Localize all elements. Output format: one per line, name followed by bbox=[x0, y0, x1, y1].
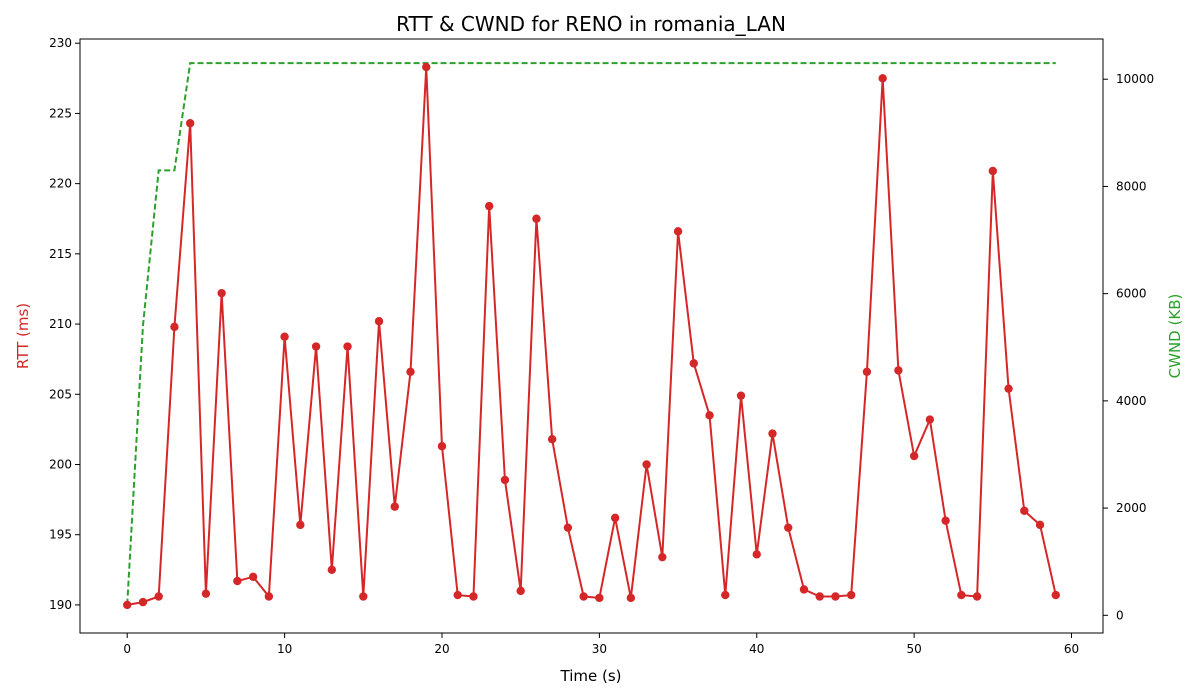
y-left-tick-label: 210 bbox=[49, 317, 72, 331]
rtt-point bbox=[248, 572, 258, 582]
x-tick-label: 50 bbox=[906, 642, 921, 656]
rtt-point bbox=[941, 516, 950, 525]
y-left-tick-label: 195 bbox=[49, 528, 72, 542]
rtt-point bbox=[658, 552, 667, 562]
rtt-point bbox=[390, 502, 399, 511]
y-right-tick-label: 2000 bbox=[1116, 501, 1147, 515]
rtt-point bbox=[1020, 506, 1029, 516]
x-tick-label: 60 bbox=[1064, 642, 1079, 656]
rtt-point bbox=[138, 597, 148, 607]
rtt-point bbox=[563, 523, 573, 532]
rtt-point bbox=[406, 367, 415, 377]
x-axis-ticks: 0 10 20 30 40 50 60 bbox=[123, 633, 1079, 656]
cwnd-series bbox=[126, 62, 1056, 605]
left-y-axis-label: RTT (ms) bbox=[14, 303, 32, 369]
y-right-tick-label: 6000 bbox=[1116, 287, 1147, 301]
rtt-point bbox=[327, 565, 337, 575]
chart-title: RTT & CWND for RENO in romania_LAN bbox=[396, 12, 786, 36]
rtt-point bbox=[736, 391, 746, 400]
rtt-point bbox=[296, 520, 305, 530]
rtt-point bbox=[784, 523, 793, 532]
rtt-point bbox=[610, 513, 620, 523]
rtt-point bbox=[1004, 384, 1013, 393]
rtt-point bbox=[579, 592, 588, 601]
rtt-point bbox=[925, 415, 935, 424]
rtt-point bbox=[453, 590, 462, 600]
y-left-tick-label: 230 bbox=[49, 36, 72, 50]
rtt-point bbox=[1035, 520, 1045, 530]
y-left-tick-label: 220 bbox=[49, 177, 72, 191]
rtt-point bbox=[233, 576, 242, 586]
rtt-point bbox=[768, 429, 777, 438]
y-left-tick-label: 225 bbox=[49, 106, 72, 120]
y-left-tick-label: 190 bbox=[49, 598, 72, 612]
rtt-point bbox=[878, 74, 887, 83]
rtt-point bbox=[437, 442, 447, 451]
x-tick-label: 20 bbox=[434, 642, 449, 656]
y-right-tick-label: 10000 bbox=[1116, 72, 1154, 86]
rtt-point bbox=[170, 322, 179, 332]
rtt-point bbox=[799, 585, 809, 594]
rtt-point bbox=[280, 332, 289, 341]
rtt-point bbox=[532, 214, 541, 223]
plot-frame bbox=[79, 38, 1104, 634]
rtt-point bbox=[642, 460, 651, 469]
y-right-tick-label: 8000 bbox=[1116, 179, 1147, 193]
rtt-point bbox=[422, 62, 431, 72]
rtt-point bbox=[185, 119, 195, 128]
y-left-tick-label: 200 bbox=[49, 457, 72, 471]
rtt-point bbox=[469, 592, 478, 601]
rtt-point bbox=[705, 411, 714, 420]
y-left-tick-label: 205 bbox=[49, 387, 72, 401]
x-tick-label: 40 bbox=[749, 642, 764, 656]
rtt-point bbox=[673, 227, 683, 236]
rtt-point bbox=[721, 590, 730, 600]
y-left-tick-label: 215 bbox=[49, 247, 72, 261]
x-tick-label: 0 bbox=[123, 642, 131, 656]
rtt-point bbox=[1051, 590, 1060, 600]
rtt-point bbox=[217, 288, 226, 298]
rtt-point bbox=[831, 592, 840, 601]
x-axis-label: Time (s) bbox=[560, 667, 622, 685]
rtt-point bbox=[972, 592, 982, 601]
left-y-axis-ticks: 190 195 200 205 210 215 220 225 230 bbox=[49, 36, 80, 612]
rtt-point bbox=[846, 590, 856, 600]
rtt-point bbox=[359, 592, 368, 601]
rtt-point bbox=[154, 592, 163, 601]
rtt-point bbox=[815, 592, 824, 601]
rtt-point bbox=[909, 451, 919, 461]
rtt-point bbox=[500, 475, 510, 485]
rtt-line bbox=[127, 67, 1057, 606]
rtt-point bbox=[626, 593, 636, 603]
rtt-point bbox=[988, 166, 998, 176]
rtt-point bbox=[957, 590, 966, 600]
right-y-axis-label: CWND (KB) bbox=[1166, 294, 1184, 379]
cwnd-line bbox=[126, 62, 1056, 605]
rtt-point bbox=[343, 342, 352, 351]
right-y-axis-ticks: 0 2000 4000 6000 8000 10000 bbox=[1103, 72, 1154, 622]
rtt-point bbox=[894, 366, 903, 375]
y-right-tick-label: 4000 bbox=[1116, 394, 1147, 408]
rtt-point bbox=[752, 550, 761, 559]
y-right-tick-label: 0 bbox=[1116, 608, 1124, 622]
rtt-point bbox=[201, 589, 211, 598]
rtt-point bbox=[516, 586, 525, 596]
x-tick-label: 30 bbox=[592, 642, 607, 656]
rtt-point bbox=[547, 435, 557, 444]
x-tick-label: 10 bbox=[277, 642, 292, 656]
rtt-point bbox=[862, 367, 872, 377]
rtt-point bbox=[595, 593, 604, 603]
rtt-point bbox=[374, 317, 384, 326]
rtt-point bbox=[123, 600, 132, 610]
rtt-point bbox=[485, 201, 494, 211]
rtt-series bbox=[123, 62, 1060, 610]
rtt-point bbox=[264, 592, 274, 601]
rtt-point bbox=[311, 342, 321, 351]
rtt-point bbox=[689, 359, 698, 368]
